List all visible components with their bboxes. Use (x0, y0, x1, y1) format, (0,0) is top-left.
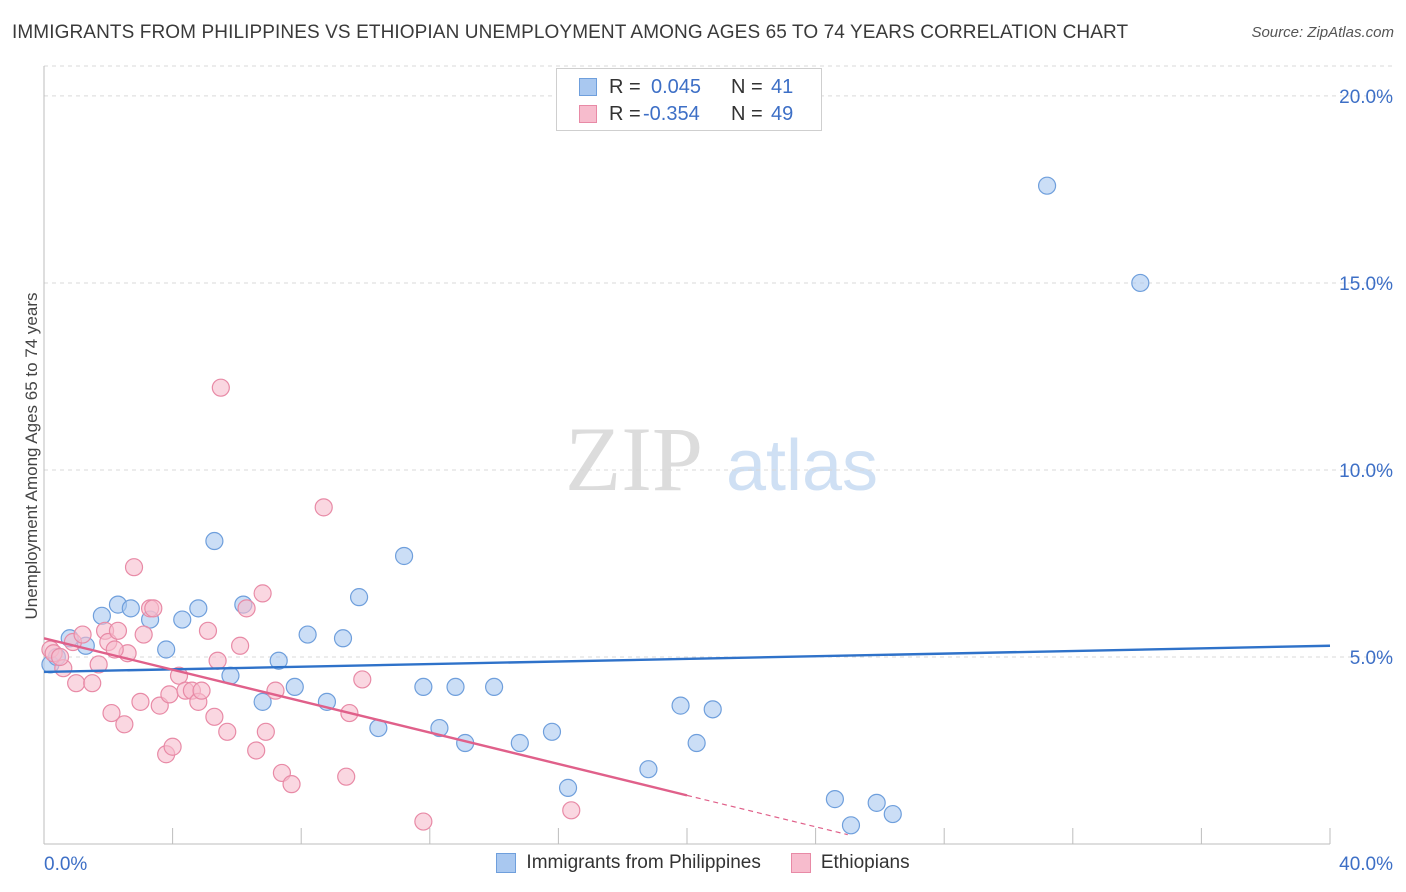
chart-title: IMMIGRANTS FROM PHILIPPINES VS ETHIOPIAN… (12, 22, 1129, 43)
data-point-philippines (558, 778, 578, 797)
y-axis-label: Unemployment Among Ages 65 to 74 years (22, 293, 41, 620)
y-tick-label: 10.0% (1339, 461, 1393, 482)
data-point-ethiopians (231, 636, 250, 655)
data-point-ethiopians (211, 378, 230, 397)
data-point-ethiopians (353, 670, 372, 689)
data-point-philippines (703, 700, 722, 719)
data-point-ethiopians (134, 625, 153, 644)
legend-r-value: 0.045 (651, 75, 702, 98)
series-legend: Immigrants from Philippines Ethiopians (0, 852, 1406, 874)
data-point-philippines (269, 651, 288, 670)
y-tick-label: 15.0% (1339, 274, 1393, 295)
data-point-philippines (205, 531, 224, 551)
legend-row-philippines: R = 0.045 N = 41 (579, 75, 793, 99)
data-point-ethiopians (144, 599, 163, 618)
data-point-ethiopians (131, 692, 150, 711)
data-point-philippines (92, 606, 111, 625)
series-swatch-ethiopians (790, 853, 811, 873)
data-point-philippines (157, 640, 176, 659)
data-point-ethiopians (124, 558, 144, 577)
y-tick-label: 20.0% (1339, 87, 1393, 108)
data-point-ethiopians (108, 621, 128, 640)
data-point-philippines (841, 816, 861, 835)
data-point-ethiopians (73, 625, 92, 644)
data-point-philippines (671, 696, 690, 715)
data-point-ethiopians (247, 741, 266, 760)
data-point-philippines (285, 677, 304, 697)
data-point-ethiopians (67, 674, 86, 693)
data-point-ethiopians (337, 767, 356, 786)
trend-line-ethiopians (43, 637, 688, 797)
legend-n-label: N = (731, 102, 763, 125)
data-point-philippines (189, 599, 208, 618)
data-point-ethiopians (83, 674, 102, 693)
source-label: Source: ZipAtlas.com (1251, 24, 1394, 41)
data-point-philippines (298, 625, 317, 644)
data-point-philippines (121, 599, 140, 618)
data-point-philippines (1131, 273, 1150, 293)
data-point-ethiopians (115, 715, 134, 734)
data-point-ethiopians (205, 707, 224, 726)
legend-swatch-ethiopians (579, 105, 597, 123)
data-point-philippines (446, 677, 465, 697)
data-point-ethiopians (89, 655, 108, 674)
data-point-philippines (883, 804, 902, 824)
data-point-ethiopians (218, 722, 237, 741)
legend-r-label: R = (609, 75, 641, 98)
data-point-philippines (1037, 176, 1057, 195)
data-point-ethiopians (50, 647, 70, 667)
data-point-philippines (510, 733, 529, 753)
data-point-philippines (333, 629, 353, 648)
trend-line-philippines (43, 644, 1331, 674)
y-tick-label: 5.0% (1350, 648, 1393, 669)
data-point-philippines (485, 677, 504, 697)
data-point-ethiopians (282, 775, 301, 794)
x-tick-label: 0.0% (44, 854, 87, 875)
data-point-ethiopians (198, 621, 218, 640)
data-point-philippines (825, 790, 844, 809)
series-label-ethiopians: Ethiopians (820, 852, 910, 873)
legend-row-ethiopians: R = -0.354 N = 49 (579, 102, 793, 126)
legend-n-value: 41 (771, 75, 794, 98)
trend-line-extension-ethiopians (686, 794, 848, 836)
data-point-ethiopians (208, 651, 227, 670)
data-point-philippines (349, 588, 369, 607)
series-legend-ethiopians: Ethiopians (790, 852, 910, 874)
data-point-ethiopians (256, 722, 275, 741)
data-point-philippines (867, 793, 886, 812)
data-point-ethiopians (237, 599, 256, 618)
data-point-ethiopians (414, 812, 433, 831)
data-point-philippines (253, 692, 272, 711)
data-point-ethiopians (562, 801, 581, 820)
data-point-ethiopians (192, 681, 211, 700)
watermark-zip: ZIP (565, 408, 703, 510)
data-point-philippines (394, 546, 414, 566)
series-swatch-philippines (496, 853, 517, 873)
data-point-ethiopians (314, 498, 333, 517)
series-legend-philippines: Immigrants from Philippines (496, 852, 761, 874)
watermark-atlas: atlas (726, 426, 878, 506)
data-point-ethiopians (163, 737, 182, 756)
series-label-philippines: Immigrants from Philippines (526, 852, 761, 873)
legend-swatch-philippines (579, 78, 597, 96)
x-tick-label: 40.0% (1339, 854, 1393, 875)
data-point-ethiopians (160, 685, 179, 704)
data-point-philippines (430, 718, 449, 738)
correlation-legend: R = 0.045 N = 41 R = -0.354 N = 49 (556, 68, 822, 131)
legend-r-value: -0.354 (643, 102, 700, 125)
data-point-ethiopians (253, 584, 272, 603)
data-point-philippines (542, 722, 562, 741)
data-point-philippines (639, 760, 658, 779)
data-point-philippines (173, 610, 192, 629)
legend-n-value: 49 (771, 102, 794, 125)
data-point-philippines (687, 733, 706, 753)
legend-r-label: R = (609, 102, 641, 125)
legend-n-label: N = (731, 75, 763, 98)
data-point-philippines (414, 677, 433, 697)
data-point-ethiopians (102, 703, 121, 723)
